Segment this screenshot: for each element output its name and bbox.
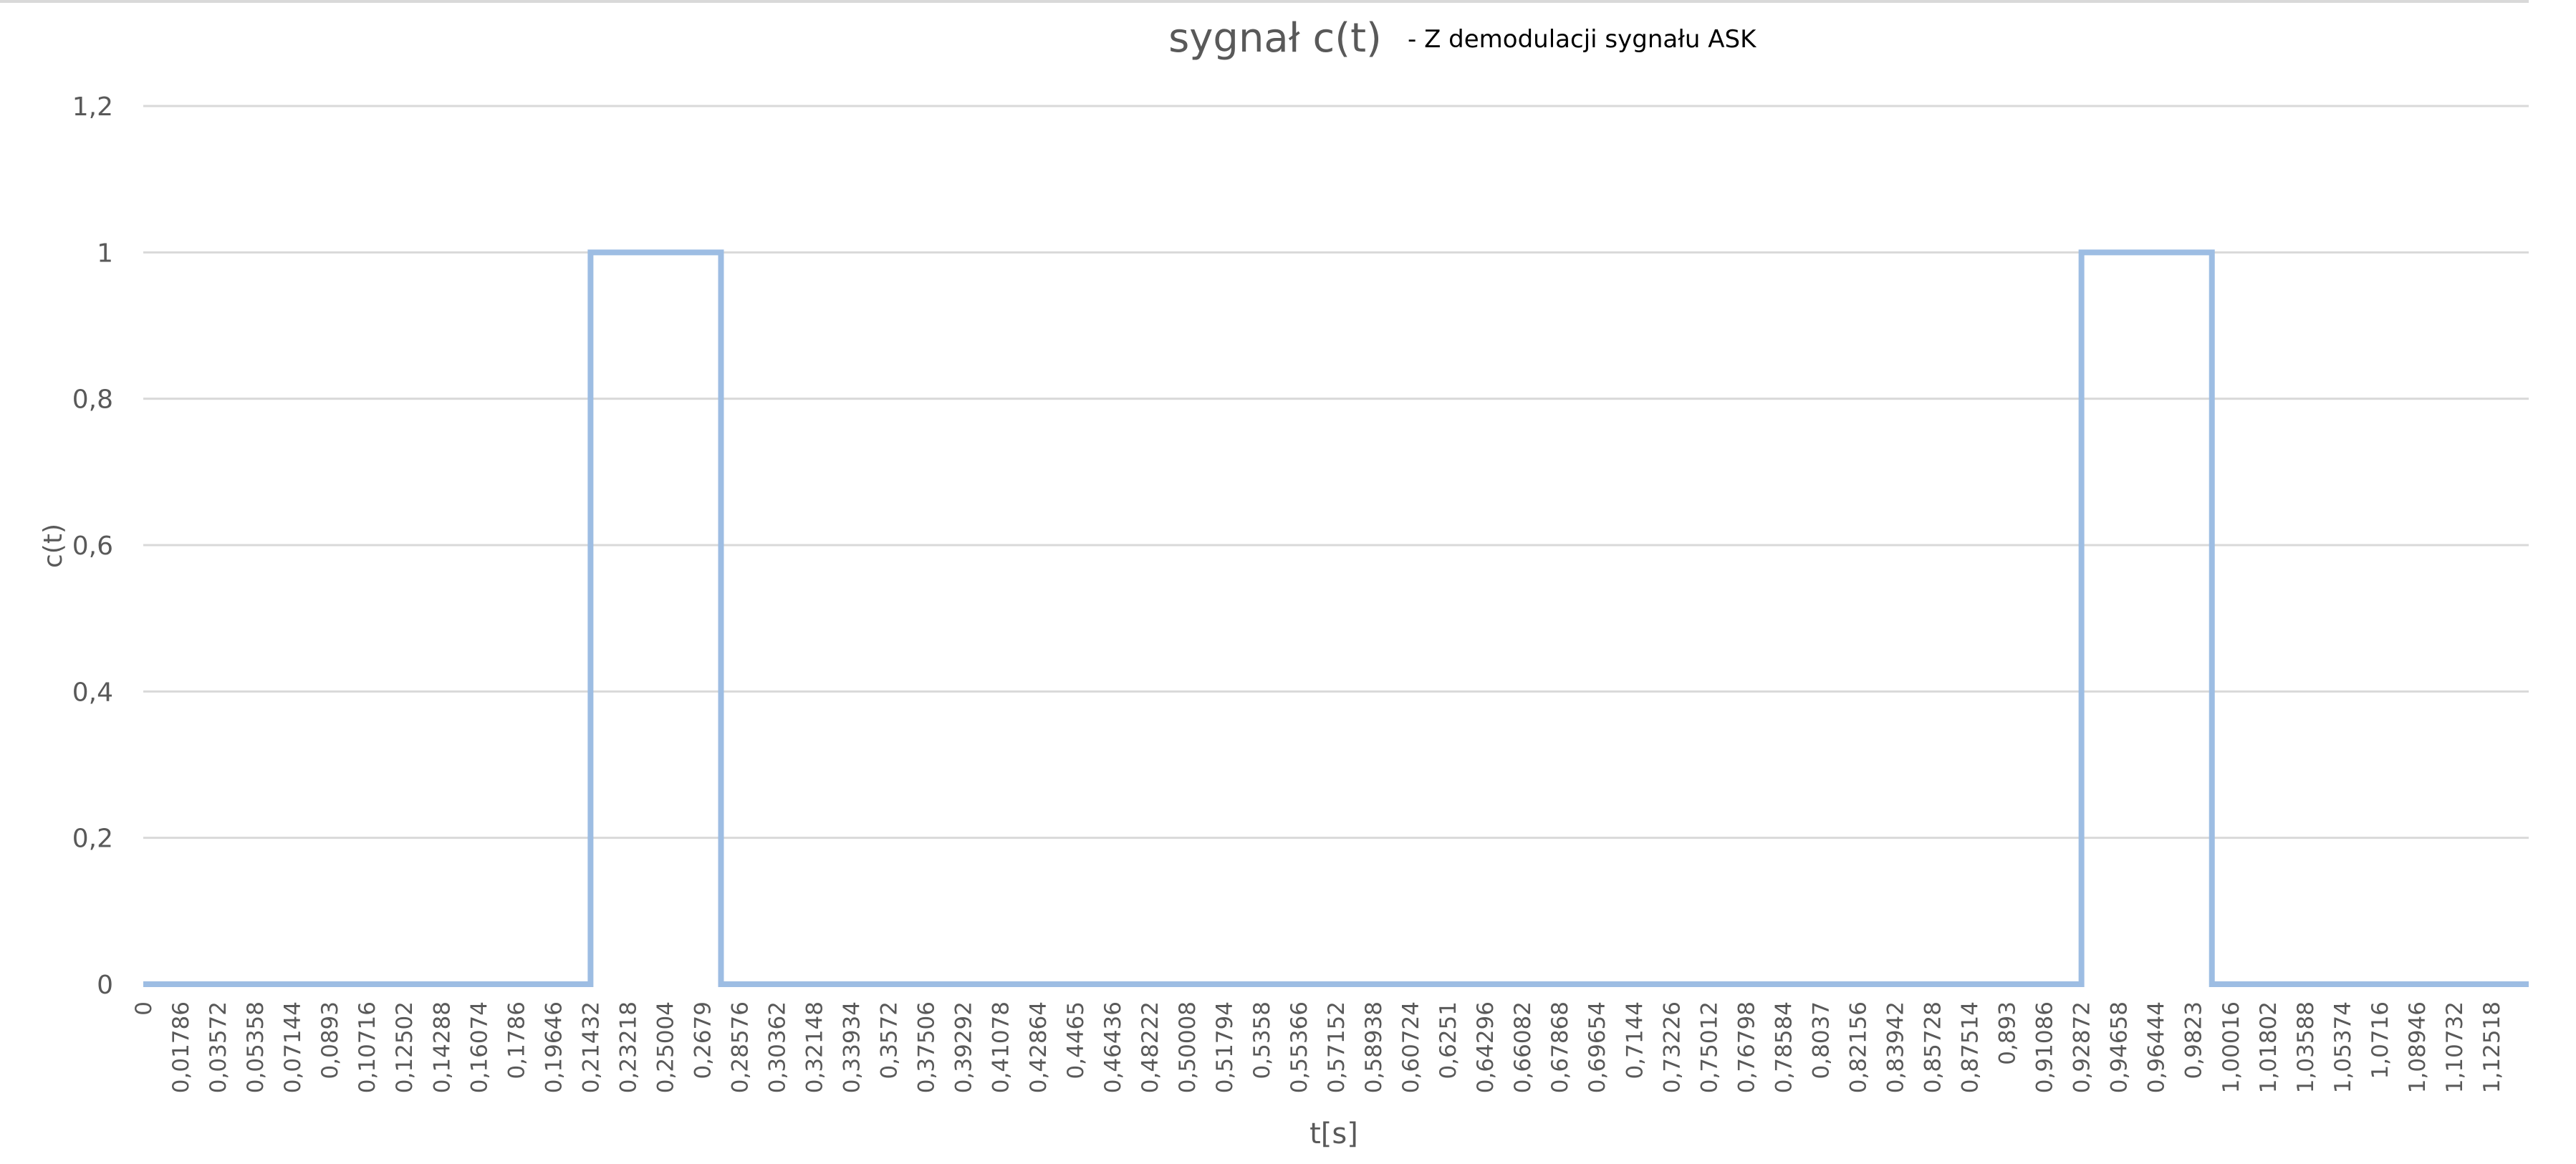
x-tick-label: 0,33934 xyxy=(840,1001,865,1093)
x-tick-label: 0 xyxy=(131,1001,157,1016)
x-tick-label: 0,39292 xyxy=(951,1001,977,1093)
chart-subtitle: - Z demodulacji sygnału ASK xyxy=(1408,25,1757,54)
x-tick-label: 0,10716 xyxy=(355,1001,380,1093)
x-tick-label: 0,893 xyxy=(1995,1001,2021,1065)
x-tick-label: 0,55366 xyxy=(1287,1001,1312,1093)
y-tick-label: 0,8 xyxy=(72,385,113,415)
chart-top-border xyxy=(0,0,2529,3)
x-tick-label: 0,03572 xyxy=(206,1001,231,1093)
x-tick-label: 0,87514 xyxy=(1958,1001,1984,1093)
x-tick-label: 1,00016 xyxy=(2219,1001,2244,1093)
x-tick-label: 0,48222 xyxy=(1138,1001,1163,1093)
x-tick-label: 0,46436 xyxy=(1100,1001,1126,1093)
x-tick-label: 0,07144 xyxy=(280,1001,306,1093)
title-layer: sygnał c(t) - Z demodulacji sygnału ASK … xyxy=(39,15,1757,1150)
x-tick-label: 0,51794 xyxy=(1212,1001,1238,1093)
axis-layer: 0 0,2 0,4 0,6 0,8 1 1,2 0 0,01786 0,03572 0,05358 0… xyxy=(72,92,2505,1093)
y-tick-label: 0,2 xyxy=(72,824,113,854)
x-tick-label: 0,83942 xyxy=(1883,1001,1908,1093)
x-tick-label: 0,30362 xyxy=(765,1001,791,1093)
series-line-c-t xyxy=(143,249,2529,987)
x-tick-label: 1,0716 xyxy=(2368,1001,2393,1079)
x-tick-label: 0,57152 xyxy=(1324,1001,1350,1093)
x-tick-label: 0,85728 xyxy=(1921,1001,1946,1093)
y-tick-label: 0 xyxy=(97,971,113,1000)
x-tick-label: 0,0893 xyxy=(317,1001,343,1079)
series-layer xyxy=(143,249,2529,987)
x-tick-label: 0,6251 xyxy=(1436,1001,1461,1079)
x-tick-label: 0,19646 xyxy=(541,1001,567,1093)
chart-title: sygnał c(t) xyxy=(1168,15,1382,62)
x-tick-label: 0,64296 xyxy=(1473,1001,1499,1093)
x-tick-label: 0,73226 xyxy=(1659,1001,1685,1093)
x-tick-label: 0,78584 xyxy=(1771,1001,1797,1093)
x-tick-label: 0,37506 xyxy=(914,1001,940,1093)
y-axis-label: c(t) xyxy=(39,524,68,568)
x-tick-label: 0,60724 xyxy=(1398,1001,1424,1093)
x-tick-label: 0,32148 xyxy=(802,1001,828,1093)
x-tick-label: 0,28576 xyxy=(728,1001,754,1093)
x-tick-label: 1,10732 xyxy=(2442,1001,2468,1093)
y-tick-label: 0,4 xyxy=(72,678,113,707)
x-tick-label: 0,3572 xyxy=(877,1001,903,1079)
x-tick-label: 0,42864 xyxy=(1026,1001,1052,1093)
x-tick-label: 0,92872 xyxy=(2070,1001,2095,1093)
x-tick-label: 0,12502 xyxy=(392,1001,418,1093)
x-tick-label: 0,21432 xyxy=(578,1001,604,1093)
x-tick-label: 0,41078 xyxy=(989,1001,1014,1093)
x-tick-label: 0,23218 xyxy=(615,1001,641,1093)
x-tick-label: 0,05358 xyxy=(243,1001,269,1093)
x-tick-label: 0,82156 xyxy=(1845,1001,1871,1093)
x-tick-label: 0,69654 xyxy=(1585,1001,1610,1093)
x-tick-label: 0,25004 xyxy=(653,1001,678,1093)
x-tick-label: 0,75012 xyxy=(1696,1001,1722,1093)
x-tick-label: 0,9823 xyxy=(2181,1001,2207,1079)
x-tick-label: 0,91086 xyxy=(2032,1001,2058,1093)
x-tick-label: 0,14288 xyxy=(429,1001,455,1093)
x-tick-label: 0,01786 xyxy=(168,1001,194,1093)
x-tick-label: 0,8037 xyxy=(1808,1001,1834,1079)
grid-layer xyxy=(143,105,2529,840)
y-tick-label: 1,2 xyxy=(72,92,113,122)
x-tick-label: 0,2679 xyxy=(690,1001,716,1079)
x-tick-label: 0,50008 xyxy=(1175,1001,1201,1093)
x-tick-label: 1,08946 xyxy=(2405,1001,2431,1093)
x-tick-label: 0,58938 xyxy=(1361,1001,1387,1093)
x-tick-label: 1,01802 xyxy=(2256,1001,2282,1093)
y-tick-label: 1 xyxy=(97,239,113,268)
x-tick-label: 0,67868 xyxy=(1547,1001,1573,1093)
x-tick-label: 0,7144 xyxy=(1622,1001,1648,1079)
x-tick-label: 0,16074 xyxy=(466,1001,492,1093)
x-tick-label: 1,12518 xyxy=(2479,1001,2505,1093)
x-tick-label: 0,96444 xyxy=(2144,1001,2170,1093)
x-tick-label: 0,4465 xyxy=(1063,1001,1089,1079)
x-tick-label: 0,94658 xyxy=(2107,1001,2133,1093)
x-axis-label: t[s] xyxy=(1309,1117,1358,1150)
x-tick-label: 0,1786 xyxy=(504,1001,529,1079)
x-tick-label: 1,03588 xyxy=(2293,1001,2319,1093)
x-tick-label: 0,5358 xyxy=(1249,1001,1275,1079)
x-tick-label: 1,05374 xyxy=(2330,1001,2356,1093)
x-tick-label: 0,76798 xyxy=(1734,1001,1759,1093)
x-tick-label: 0,66082 xyxy=(1510,1001,1536,1093)
y-tick-label: 0,6 xyxy=(72,532,113,561)
